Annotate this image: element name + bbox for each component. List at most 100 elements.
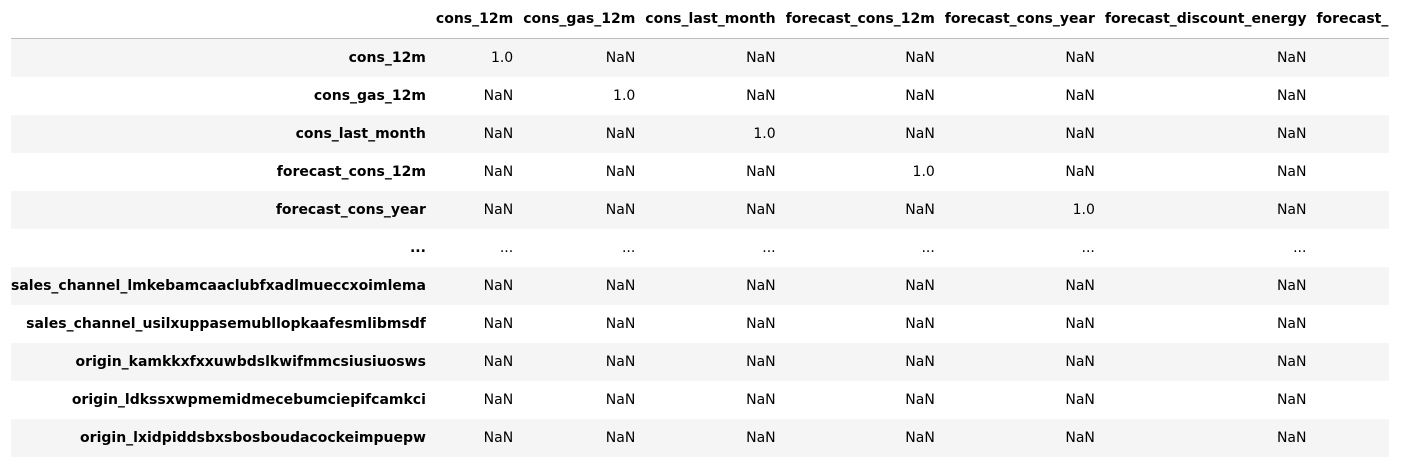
table-cell: NaN (746, 391, 776, 408)
table-row: forecast_cons_year NaN NaN NaN NaN 1.0 NaN (11, 190, 1389, 229)
truncated-cell (1316, 419, 1389, 457)
truncated-cell (1316, 115, 1389, 153)
truncated-cell (1316, 381, 1389, 419)
table-cell: NaN (605, 277, 636, 294)
table-cell: NaN (1065, 315, 1095, 332)
row-index-label: cons_last_month (295, 125, 426, 142)
truncated-cell (1316, 229, 1389, 267)
table-cell: NaN (605, 429, 636, 446)
table-cell: NaN (1276, 429, 1307, 446)
table-row: cons_last_month NaN NaN 1.0 NaN NaN NaN (11, 114, 1389, 153)
table-cell: NaN (605, 353, 636, 370)
table-cell: 1.0 (912, 163, 935, 180)
table-cell: ... (499, 239, 514, 256)
table-row: sales_channel_lmkebamcaaclubfxadlmueccxo… (11, 266, 1389, 305)
row-index-label: origin_ldkssxwpmemidmecebumciepifcamkci (71, 391, 426, 408)
table-cell: NaN (483, 315, 514, 332)
table-cell: NaN (483, 163, 514, 180)
table-row: forecast_cons_12m NaN NaN NaN 1.0 NaN NaN (11, 152, 1389, 191)
row-index-label: sales_channel_lmkebamcaaclubfxadlmueccxo… (11, 277, 426, 294)
table-cell: NaN (1065, 353, 1095, 370)
table-cell: NaN (1065, 49, 1095, 66)
table-cell: NaN (905, 429, 935, 446)
table-cell: NaN (605, 315, 636, 332)
truncated-cell (1316, 77, 1389, 115)
table-cell: NaN (746, 315, 776, 332)
table-cell: NaN (905, 353, 935, 370)
truncated-cell (1316, 153, 1389, 191)
table-cell: NaN (1065, 87, 1095, 104)
table-cell: NaN (746, 277, 776, 294)
table-cell: NaN (905, 277, 935, 294)
row-index-label: origin_kamkkxfxxuwbdslkwifmmcsiusiuosws (75, 353, 426, 370)
row-index-label: cons_12m (348, 49, 426, 66)
row-index-label: forecast_cons_12m (276, 163, 426, 180)
table-header: cons_12m cons_gas_12m cons_last_month forec… (11, 0, 1389, 39)
column-header: cons_last_month (645, 0, 786, 39)
correlation-table: cons_12m cons_gas_12m cons_last_month forec… (11, 0, 1389, 457)
table-cell: NaN (605, 201, 636, 218)
row-index-label: forecast_cons_year (275, 201, 426, 218)
table-cell: NaN (1065, 163, 1095, 180)
table-cell: NaN (1276, 277, 1307, 294)
table-cell: ... (921, 239, 935, 256)
table-cell: NaN (1065, 125, 1095, 142)
column-header: cons_12m (435, 0, 524, 39)
table-cell: ... (1293, 239, 1307, 256)
truncated-cell (1316, 343, 1389, 381)
table-cell: NaN (746, 429, 776, 446)
table-cell: NaN (1276, 315, 1307, 332)
table-cell: NaN (1276, 163, 1307, 180)
table-cell: NaN (483, 201, 514, 218)
table-row: sales_channel_usilxuppasemubllopkaafesml… (11, 304, 1389, 343)
table-cell: NaN (483, 391, 514, 408)
table-cell: NaN (605, 125, 636, 142)
table-cell: 1.0 (613, 87, 636, 104)
table-cell: NaN (1065, 277, 1095, 294)
row-index-label: origin_lxidpiddsbxsbosboudacockeimpuepw (80, 429, 426, 446)
table-cell: NaN (746, 87, 776, 104)
column-header: forecast_ (1316, 0, 1389, 39)
table-cell: NaN (905, 315, 935, 332)
table-cell: ... (762, 239, 776, 256)
table-cell: NaN (1276, 87, 1307, 104)
table-cell: NaN (1065, 391, 1095, 408)
table-cell: NaN (905, 49, 935, 66)
table-cell: NaN (746, 49, 776, 66)
table-cell: NaN (1276, 353, 1307, 370)
table-cell: ... (621, 239, 636, 256)
truncated-cell (1316, 191, 1389, 229)
table-cell: NaN (905, 201, 935, 218)
row-index-label: sales_channel_usilxuppasemubllopkaafesml… (26, 315, 426, 332)
dataframe-output: cons_12m cons_gas_12m cons_last_month forec… (11, 0, 1389, 463)
table-cell: NaN (1276, 49, 1307, 66)
table-cell: NaN (483, 353, 514, 370)
table-cell: 1.0 (1072, 201, 1095, 218)
index-header-corner (11, 0, 436, 39)
table-cell: NaN (905, 125, 935, 142)
table-cell: NaN (1276, 391, 1307, 408)
table-cell: NaN (746, 201, 776, 218)
table-cell: NaN (1276, 125, 1307, 142)
table-cell: NaN (483, 125, 514, 142)
table-cell: NaN (1276, 201, 1307, 218)
column-header: forecast_cons_12m (785, 0, 945, 39)
row-index-label: cons_gas_12m (313, 87, 426, 104)
table-cell: NaN (905, 87, 935, 104)
table-row: ..................... (11, 228, 1389, 267)
table-cell: NaN (483, 87, 514, 104)
table-row: origin_kamkkxfxxuwbdslkwifmmcsiusiuosws N… (11, 342, 1389, 381)
column-header: forecast_cons_year (944, 0, 1105, 39)
table-row: cons_12m 1.0 NaN NaN NaN NaN NaN (11, 38, 1389, 77)
table-cell: NaN (483, 277, 514, 294)
table-cell: NaN (605, 49, 636, 66)
table-row: cons_gas_12m NaN 1.0 NaN NaN NaN NaN (11, 76, 1389, 115)
table-cell: NaN (605, 163, 636, 180)
column-header: forecast_discount_energy (1104, 0, 1317, 39)
table-cell: NaN (746, 163, 776, 180)
table-row: origin_lxidpiddsbxsbosboudacockeimpuepw N… (11, 418, 1389, 457)
table-cell: NaN (483, 429, 514, 446)
table-cell: NaN (905, 391, 935, 408)
table-cell: NaN (746, 353, 776, 370)
truncated-cell (1316, 39, 1389, 77)
